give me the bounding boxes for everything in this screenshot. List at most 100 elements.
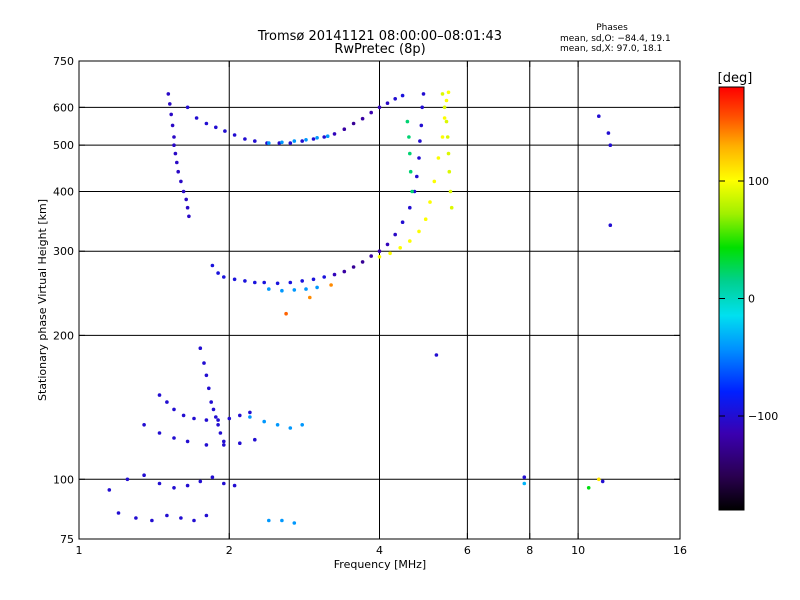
data-point — [107, 488, 112, 492]
data-point — [428, 200, 432, 204]
data-point — [608, 223, 613, 227]
data-point — [218, 431, 223, 435]
data-points — [107, 90, 613, 525]
data-point — [608, 143, 613, 147]
data-point — [202, 361, 206, 365]
y-axis-label: Stationary phase Virtual Height [km] — [36, 199, 49, 401]
data-point — [179, 179, 183, 184]
data-point — [172, 436, 176, 440]
data-point — [275, 281, 280, 286]
data-point — [198, 479, 203, 484]
x-tick-label: 16 — [673, 544, 687, 557]
data-point — [210, 475, 215, 480]
data-point — [304, 287, 308, 291]
data-point — [606, 131, 611, 135]
data-point — [442, 105, 447, 110]
chart-title-line2: RwPretec (8p) — [334, 42, 425, 57]
colorbar-label: [deg] — [718, 71, 753, 86]
data-point — [417, 229, 421, 234]
data-point — [222, 443, 226, 447]
data-point — [292, 139, 297, 143]
data-point — [185, 205, 190, 210]
data-point — [173, 151, 178, 156]
data-point — [172, 486, 176, 490]
data-point — [447, 169, 452, 174]
data-point — [408, 239, 412, 243]
data-point — [185, 483, 190, 488]
data-point — [448, 189, 453, 194]
data-point — [311, 277, 316, 282]
y-tick-label: 100 — [53, 473, 74, 486]
data-point — [280, 140, 284, 145]
data-point — [214, 415, 218, 419]
data-point — [262, 419, 267, 424]
data-point — [175, 160, 179, 165]
y-tick-label: 500 — [53, 139, 74, 152]
data-point — [267, 141, 271, 145]
data-point — [300, 279, 305, 283]
data-point — [444, 119, 449, 124]
data-point — [168, 102, 172, 106]
data-point — [315, 136, 319, 140]
y-axis-ticks: 75 100 200 300 400 500 600 750 — [53, 55, 680, 546]
data-point — [288, 426, 293, 430]
data-point — [157, 393, 162, 397]
data-point — [440, 135, 445, 139]
y-tick-label: 400 — [53, 185, 74, 198]
y-tick-label: 200 — [53, 329, 74, 342]
data-point — [280, 288, 284, 293]
data-point — [369, 110, 374, 115]
data-point — [157, 431, 162, 435]
data-point — [243, 279, 247, 283]
colorbar-tick-label: 0 — [748, 293, 755, 306]
stats-o: mean, sd,O: −84.4, 19.1 — [560, 34, 671, 44]
data-point — [267, 518, 271, 523]
data-point — [445, 135, 450, 139]
data-point — [238, 413, 242, 418]
data-point — [253, 139, 257, 143]
data-point — [232, 277, 237, 282]
data-point — [423, 217, 428, 221]
data-point — [332, 272, 337, 277]
y-tick-label: 75 — [60, 533, 74, 546]
data-point — [417, 156, 421, 160]
data-point — [184, 197, 188, 202]
data-point — [418, 139, 422, 143]
data-point — [408, 205, 412, 210]
data-point — [597, 114, 601, 118]
data-point — [419, 123, 424, 128]
data-point — [204, 418, 209, 422]
data-point — [253, 280, 257, 285]
data-point — [204, 121, 209, 126]
data-point — [275, 423, 280, 427]
x-tick-label: 6 — [464, 544, 471, 557]
colorbar-tick-label: −100 — [748, 410, 778, 423]
data-point — [280, 518, 284, 523]
data-point — [400, 93, 405, 98]
y-tick-label: 600 — [53, 101, 74, 114]
data-point — [134, 516, 138, 520]
data-point — [408, 169, 413, 174]
data-point — [398, 246, 403, 250]
data-point — [405, 119, 410, 124]
x-tick-label: 4 — [376, 544, 383, 557]
data-point — [385, 101, 390, 105]
data-point — [142, 473, 146, 478]
data-point — [360, 116, 365, 121]
colorbar-tick-label: 100 — [748, 175, 769, 188]
data-point — [194, 116, 199, 120]
data-point — [377, 254, 382, 259]
data-point — [222, 439, 226, 444]
data-point — [442, 116, 447, 120]
data-point — [157, 481, 162, 486]
x-tick-label: 2 — [226, 544, 233, 557]
data-point — [322, 135, 327, 139]
data-point — [172, 143, 176, 147]
data-point — [232, 483, 237, 488]
data-point — [185, 105, 190, 110]
data-point — [432, 179, 437, 184]
data-point — [227, 416, 232, 421]
data-point — [436, 156, 441, 160]
data-point — [292, 288, 297, 292]
